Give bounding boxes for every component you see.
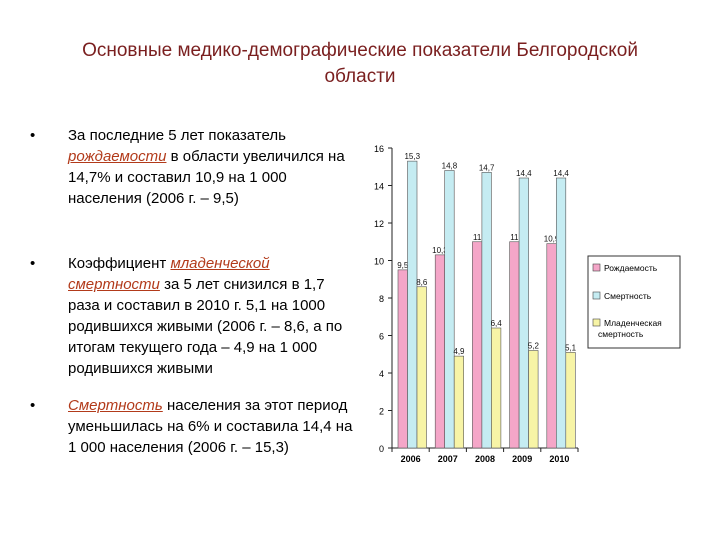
data-label: 14,7 (479, 163, 495, 172)
data-label: 14,4 (516, 169, 532, 178)
y-tick-label: 8 (379, 294, 384, 304)
chart-axes: 0 2 4 6 8 10 12 14 16 2006 2007 2008 2009 2010 (374, 144, 579, 464)
bullet-emphasis: младенческой смертности (68, 255, 270, 293)
legend-swatch (592, 318, 601, 327)
data-label: 11 (510, 233, 519, 242)
bullet-marker: • (30, 127, 36, 144)
bar-mortality (407, 160, 418, 449)
bullet-text-part: за 5 лет снизился в 1,7 раза и составил … (68, 276, 343, 377)
x-tick-label: 2006 (401, 454, 421, 464)
bar-mortality (518, 177, 529, 449)
bar-infant-mortality (528, 350, 539, 449)
data-label: 4,9 (453, 347, 465, 356)
data-label: 5,2 (528, 342, 540, 351)
bullet-text-part: За последние 5 лет показатель (68, 127, 286, 144)
bullet-text: Коэффициент младенческой смертности за 5… (68, 253, 358, 379)
x-tick-label: 2009 (512, 454, 532, 464)
y-tick-label: 16 (374, 144, 384, 154)
bar-birth-rate (509, 241, 520, 449)
data-label: 5,1 (565, 343, 577, 352)
legend-label: Младенческая смертность (598, 318, 662, 339)
bullet-marker: • (30, 255, 36, 272)
chart-legend: Рождаемость Смертность Младенческая смертно… (587, 255, 681, 349)
y-tick-label: 2 (379, 407, 384, 417)
data-label: 14,4 (553, 169, 569, 178)
bar-infant-mortality (565, 352, 576, 449)
y-tick-label: 4 (379, 369, 384, 379)
legend-label: Рождаемость (604, 263, 658, 273)
title-line-2: области (324, 66, 396, 87)
bar-birth-rate (397, 269, 408, 449)
bar-birth-rate (472, 241, 483, 449)
chart-bars: 9,5 15,3 8,6 10,3 14,8 4,9 11 14,7 6,4 11 14,4 5,2 1… (397, 152, 577, 449)
y-tick-label: 0 (379, 444, 384, 454)
bullet-emphasis: рождаемости (68, 148, 167, 165)
data-label: 6,4 (491, 319, 503, 328)
bullet-emphasis: Смертность (68, 397, 163, 414)
y-tick-label: 10 (374, 257, 384, 267)
x-tick-label: 2010 (549, 454, 569, 464)
bar-mortality (555, 177, 567, 449)
bar-birth-rate (434, 254, 446, 449)
data-label: 11 (473, 233, 482, 242)
bullet-text: Смертность населения за этот период умен… (68, 395, 358, 458)
legend-swatch (592, 263, 601, 272)
bullet-text-part: в области увеличился на 14,7% и составил… (68, 148, 345, 207)
bar-birth-rate (546, 243, 557, 449)
data-label: 10,9 (544, 235, 560, 244)
data-label: 8,6 (416, 278, 428, 287)
x-tick-label: 2007 (438, 454, 458, 464)
y-tick-label: 6 (379, 332, 384, 342)
bullet-text: За последние 5 лет показатель рождаемост… (68, 125, 358, 209)
data-label: 15,3 (404, 152, 420, 161)
x-tick-label: 2008 (475, 454, 495, 464)
bar-infant-mortality (491, 327, 502, 449)
data-label: 10,3 (432, 246, 448, 255)
data-label: 9,5 (397, 261, 409, 270)
bar-mortality (481, 172, 492, 449)
bullet-text-part: Коэффициент (68, 255, 171, 272)
bullet-marker: • (30, 397, 36, 414)
bar-mortality (444, 170, 455, 449)
legend-swatch (592, 291, 601, 300)
y-tick-label: 12 (374, 219, 384, 229)
slide-title: Основные медико-демографические показате… (20, 38, 700, 90)
data-label: 14,8 (442, 162, 458, 171)
bullet-text-part: населения за этот период уменьшилась на … (68, 397, 353, 456)
legend-label: Смертность (604, 291, 652, 301)
bar-infant-mortality (453, 355, 465, 449)
y-tick-label: 14 (374, 182, 384, 192)
bar-infant-mortality (416, 286, 427, 449)
legend-box (587, 255, 681, 349)
title-line-1: Основные медико-демографические показате… (82, 40, 638, 61)
